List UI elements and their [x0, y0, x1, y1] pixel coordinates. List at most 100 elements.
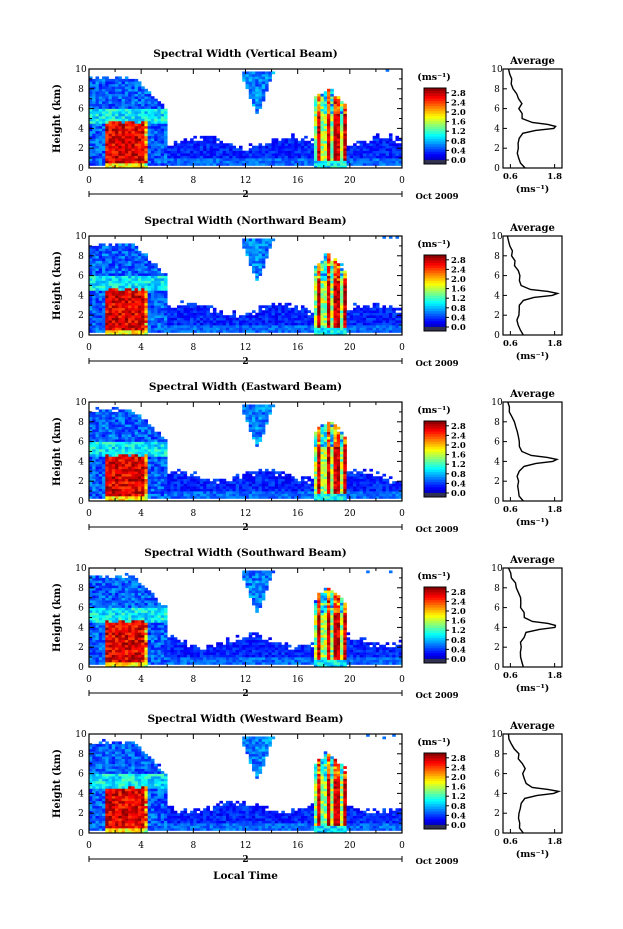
heatmap-cell: [366, 158, 370, 161]
heatmap-cell: [102, 478, 106, 482]
heatmap-cell: [330, 125, 334, 129]
heatmap-cell: [89, 93, 93, 97]
heatmap-cell: [209, 160, 214, 164]
heatmap-cell: [206, 483, 210, 487]
heatmap-cell: [343, 287, 347, 291]
heatmap-cell: [128, 153, 132, 156]
heatmap-cell: [336, 317, 341, 321]
heatmap-cell: [170, 488, 175, 492]
heatmap-cell: [89, 78, 93, 82]
heatmap-cell: [333, 128, 338, 132]
heatmap-cell: [203, 481, 207, 484]
heatmap-cell: [111, 292, 116, 296]
heatmap-cell: [157, 327, 162, 331]
heatmap-cell: [131, 416, 135, 420]
heatmap-cell: [203, 493, 207, 497]
heatmap-cell: [115, 86, 119, 90]
heatmap-cell: [317, 101, 321, 104]
heatmap-cell: [300, 160, 305, 164]
heatmap-cell: [232, 481, 237, 484]
heatmap-cell: [209, 143, 214, 147]
heatmap-cell: [147, 148, 152, 151]
heatmap-cell: [320, 158, 325, 161]
panel-3: Spectral Width (Eastward Beam)0246810Hei…: [52, 381, 563, 535]
heatmap-cell: [356, 150, 360, 154]
heatmap-cell: [346, 150, 351, 154]
heatmap-cell: [336, 295, 341, 299]
heatmap-cell: [258, 155, 263, 159]
heatmap-cell: [388, 143, 393, 147]
heatmap-cell: [154, 483, 158, 487]
heatmap-cell: [154, 444, 158, 447]
heatmap-cell: [137, 101, 142, 104]
heatmap-cell: [248, 96, 253, 99]
heatmap-cell: [131, 120, 135, 124]
heatmap-cell: [317, 145, 321, 149]
heatmap-cell: [111, 439, 116, 442]
heatmap-cell: [255, 315, 259, 318]
heatmap-cell: [111, 441, 116, 445]
heatmap-cell: [102, 98, 106, 102]
heatmap-cell: [157, 278, 162, 281]
heatmap-cell: [157, 120, 162, 124]
heatmap-cell: [395, 325, 400, 328]
colorbar-segment: [424, 280, 446, 284]
heatmap-cell: [154, 327, 158, 331]
heatmap-cell: [375, 320, 380, 323]
heatmap-cell: [255, 88, 259, 92]
heatmap-cell: [180, 327, 184, 331]
heatmap-cell: [121, 302, 126, 306]
heatmap-cell: [206, 330, 210, 333]
heatmap-cell: [346, 315, 351, 318]
heatmap-cell: [320, 315, 325, 318]
heatmap-cell: [274, 310, 279, 314]
heatmap-cell: [141, 320, 145, 323]
heatmap-cell: [115, 83, 119, 87]
heatmap-cell: [141, 93, 145, 97]
heatmap-cell: [95, 297, 100, 301]
heatmap-cell: [144, 332, 148, 336]
heatmap-cell: [137, 150, 142, 154]
heatmap-cell: [124, 461, 129, 465]
heatmap-cell: [385, 140, 390, 144]
heatmap-cell: [118, 106, 122, 109]
heatmap-cell: [336, 145, 341, 149]
heatmap-cell: [343, 128, 347, 132]
heatmap-cell: [307, 150, 312, 154]
heatmap-cell: [235, 330, 240, 333]
heatmap-cell: [317, 133, 321, 137]
heatmap-cell: [313, 292, 318, 296]
heatmap-cell: [160, 307, 165, 311]
heatmap-cell: [268, 315, 272, 318]
heatmap-cell: [118, 431, 122, 435]
heatmap-cell: [121, 441, 126, 445]
heatmap-cell: [336, 130, 341, 134]
heatmap-cell: [118, 116, 122, 119]
heatmap-cell: [134, 434, 139, 437]
heatmap-cell: [366, 143, 370, 147]
heatmap-cell: [193, 496, 197, 499]
heatmap-cell: [160, 120, 165, 124]
heatmap-cell: [261, 86, 266, 90]
heatmap-cell: [108, 143, 113, 147]
heatmap-cell: [89, 265, 93, 269]
heatmap-cell: [128, 416, 132, 420]
heatmap-cell: [89, 411, 93, 415]
heatmap-cell: [323, 327, 328, 331]
heatmap-cell: [102, 327, 106, 331]
heatmap-cell: [219, 478, 223, 482]
heatmap-cell: [307, 322, 312, 326]
colorbar-segment: [424, 262, 446, 266]
average-x-label: (ms⁻¹): [516, 351, 550, 362]
heatmap-cell: [183, 491, 188, 494]
heatmap-cell: [95, 493, 100, 497]
heatmap-cell: [190, 330, 194, 333]
heatmap-cell: [252, 86, 256, 90]
heatmap-cell: [297, 327, 302, 331]
heatmap-cell: [150, 307, 155, 311]
heatmap-cell: [173, 153, 178, 156]
heatmap-cell: [124, 153, 129, 156]
heatmap-cell: [268, 143, 272, 147]
heatmap-cell: [128, 88, 132, 92]
heatmap-cell: [154, 103, 158, 107]
